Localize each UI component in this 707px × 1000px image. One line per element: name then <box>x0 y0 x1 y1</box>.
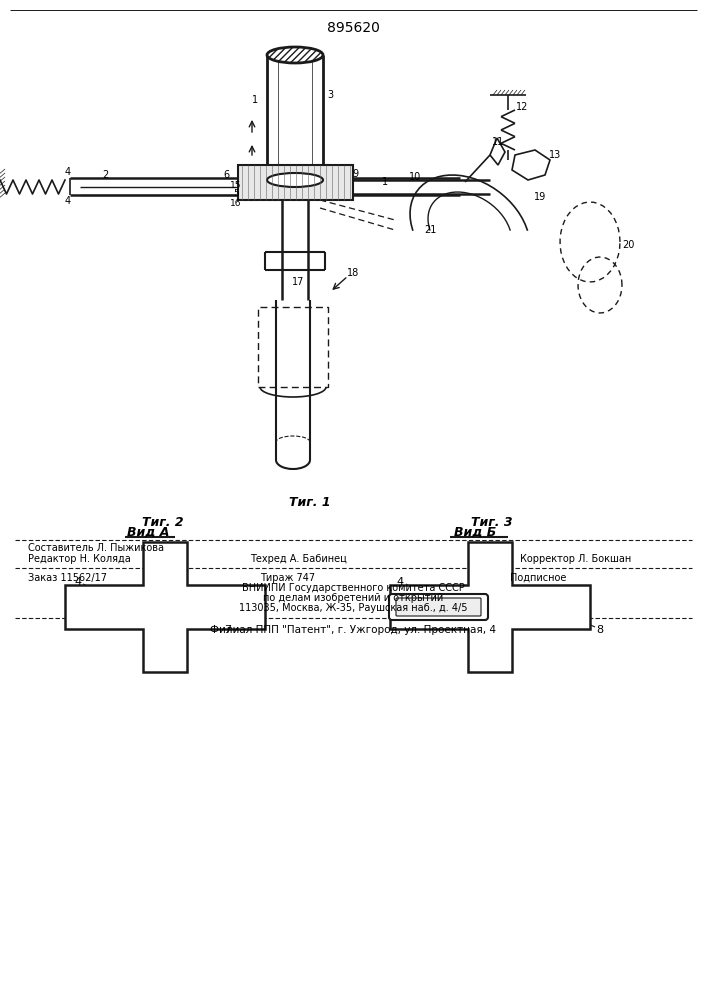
Text: Τиг. 1: Τиг. 1 <box>289 496 331 510</box>
Text: 4: 4 <box>65 196 71 206</box>
Polygon shape <box>512 150 550 180</box>
Text: 4: 4 <box>74 577 81 587</box>
Text: Τиг. 3: Τиг. 3 <box>471 516 513 528</box>
Text: 4: 4 <box>65 167 71 177</box>
Text: 20: 20 <box>622 240 634 250</box>
Ellipse shape <box>267 173 323 187</box>
Text: Заказ 11562/17: Заказ 11562/17 <box>28 573 107 583</box>
Text: по делам изобретений и открытий: по делам изобретений и открытий <box>263 593 443 603</box>
Text: Подписное: Подписное <box>510 573 566 583</box>
Text: 2: 2 <box>102 170 108 180</box>
Text: 21: 21 <box>423 225 436 235</box>
Text: Филиал ППП "Патент", г. Ужгород, ул. Проектная, 4: Филиал ППП "Патент", г. Ужгород, ул. Про… <box>210 625 496 635</box>
Text: 1: 1 <box>252 95 258 105</box>
Text: Τиг. 2: Τиг. 2 <box>142 516 184 528</box>
Polygon shape <box>390 542 590 672</box>
Ellipse shape <box>267 47 323 63</box>
Polygon shape <box>65 542 265 672</box>
FancyBboxPatch shape <box>389 594 488 620</box>
Text: 12: 12 <box>516 102 528 112</box>
Text: 18: 18 <box>347 268 359 278</box>
Text: 16: 16 <box>230 198 242 208</box>
Text: Редактор Н. Коляда: Редактор Н. Коляда <box>28 554 131 564</box>
Text: 895620: 895620 <box>327 21 380 35</box>
Text: Корректор Л. Бокшан: Корректор Л. Бокшан <box>520 554 631 564</box>
Text: 15: 15 <box>230 180 242 190</box>
Polygon shape <box>490 138 505 165</box>
Text: 8: 8 <box>597 625 604 635</box>
Text: Тираж 747: Тираж 747 <box>260 573 315 583</box>
Text: 7: 7 <box>224 625 232 635</box>
Text: 11: 11 <box>492 137 504 147</box>
Text: ВНИИПИ Государственного комитета СССР: ВНИИПИ Государственного комитета СССР <box>242 583 464 593</box>
Text: Вид А: Вид А <box>127 526 169 538</box>
Text: 4: 4 <box>397 577 404 587</box>
Text: 13: 13 <box>549 150 561 160</box>
Text: 1: 1 <box>382 177 388 187</box>
Text: Составитель Л. Пыжикова: Составитель Л. Пыжикова <box>28 543 164 553</box>
Text: 17: 17 <box>292 277 304 287</box>
Text: 6: 6 <box>223 170 229 180</box>
Text: 5: 5 <box>233 190 239 198</box>
Text: 9: 9 <box>352 169 358 179</box>
Text: 19: 19 <box>534 192 546 202</box>
Text: 113035, Москва, Ж-35, Раушская наб., д. 4/5: 113035, Москва, Ж-35, Раушская наб., д. … <box>239 603 467 613</box>
Text: Техред А. Бабинец: Техред А. Бабинец <box>250 554 347 564</box>
Text: 3: 3 <box>327 90 333 100</box>
Text: Вид Б: Вид Б <box>454 526 496 538</box>
FancyBboxPatch shape <box>396 598 481 616</box>
Bar <box>238 165 353 200</box>
Text: 10: 10 <box>409 172 421 182</box>
